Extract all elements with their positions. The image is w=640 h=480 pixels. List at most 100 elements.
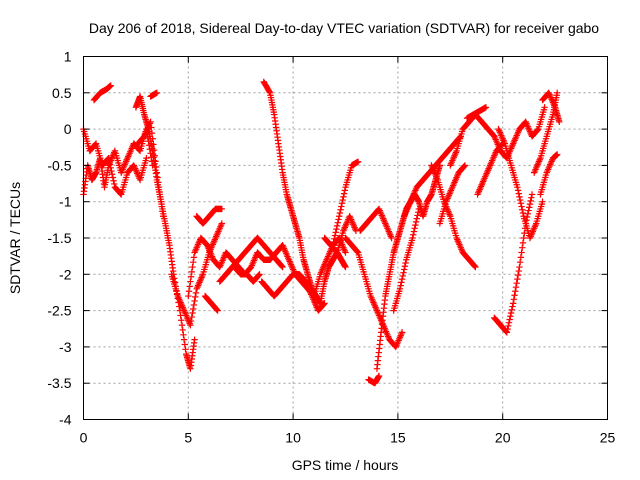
data-point: [507, 313, 514, 320]
data-point: [255, 271, 263, 279]
y-tick-label: -2: [59, 266, 72, 282]
data-point: [340, 193, 347, 201]
data-point: [339, 196, 346, 204]
data-point: [331, 232, 339, 239]
series-arc-24: [436, 162, 469, 227]
data-point: [333, 222, 341, 230]
data-point: [337, 206, 344, 213]
series-arc-16: [329, 158, 362, 249]
data-point: [526, 200, 534, 208]
data-point: [517, 254, 525, 261]
data-point: [187, 317, 195, 325]
data-point: [510, 296, 518, 303]
data-point: [338, 203, 345, 210]
data-point: [516, 259, 524, 266]
data-point: [414, 208, 422, 216]
data-point: [256, 271, 263, 278]
data-point: [402, 259, 409, 267]
data-point: [157, 193, 164, 201]
series-arc-31: [539, 89, 563, 126]
data-point: [553, 151, 561, 158]
data-point: [415, 205, 423, 213]
data-point: [107, 82, 114, 89]
data-point: [528, 194, 535, 201]
series-arc-13: [260, 78, 349, 307]
data-point: [354, 248, 361, 255]
data-point: [109, 174, 117, 181]
data-point: [397, 282, 404, 289]
y-tick-label: 0: [64, 121, 72, 137]
series-arc-9: [193, 205, 226, 227]
data-point: [150, 146, 158, 154]
data-point: [519, 239, 527, 247]
series-arc-19: [365, 372, 383, 387]
data-point: [192, 293, 199, 301]
series-arc-18: [356, 205, 395, 242]
data-point: [153, 89, 161, 96]
data-point: [187, 273, 195, 280]
series-arc-10: [201, 292, 221, 314]
data-point: [178, 321, 186, 329]
data-point: [278, 263, 286, 270]
data-point: [185, 288, 193, 295]
data-point: [152, 158, 159, 165]
data-point: [157, 198, 165, 205]
data-point: [506, 316, 513, 323]
data-point: [148, 129, 156, 137]
series-arc-32: [537, 151, 561, 198]
y-tick-label: -1: [59, 194, 72, 210]
data-point: [108, 167, 115, 175]
data-point: [189, 259, 197, 266]
series-arc-30: [530, 89, 561, 176]
x-tick-label: 20: [495, 430, 511, 446]
data-point: [513, 279, 520, 287]
data-point: [508, 306, 515, 313]
data-point: [335, 216, 342, 223]
data-point: [515, 190, 522, 197]
data-point: [336, 209, 344, 217]
data-point: [472, 263, 479, 271]
data-point: [180, 336, 188, 343]
data-point: [400, 269, 407, 276]
data-point: [155, 183, 163, 191]
y-axis: 1 0.5 0 -0.5 -1 -1.5 -2 -2.5 -3 -3.5 -4: [47, 49, 608, 428]
data-point: [341, 187, 349, 194]
series-arc-26: [463, 104, 490, 122]
data-point: [342, 263, 349, 271]
data-point: [191, 336, 198, 343]
data-point: [190, 301, 198, 309]
data-point: [218, 220, 226, 227]
data-point: [398, 275, 406, 283]
series-arc-8: [185, 234, 349, 300]
data-point: [411, 225, 418, 232]
data-point: [336, 213, 343, 220]
x-tick-label: 10: [285, 430, 301, 446]
data-point: [461, 162, 469, 169]
data-point: [396, 285, 404, 293]
data-point: [526, 204, 533, 211]
data-point: [528, 191, 536, 198]
data-point: [354, 158, 362, 165]
data-point: [153, 169, 161, 176]
data-point: [516, 263, 523, 271]
data-point: [414, 212, 421, 219]
series-arc-28: [491, 191, 536, 336]
data-point: [159, 208, 166, 215]
data-point: [409, 234, 416, 242]
data-point: [503, 329, 511, 336]
chart-title: Day 206 of 2018, Sidereal Day-to-day VTE…: [89, 20, 599, 36]
series-arc-29: [495, 125, 546, 242]
y-tick-label: 1: [64, 49, 72, 65]
data-point: [149, 135, 156, 142]
data-point: [143, 154, 150, 162]
y-tick-label: -4: [59, 412, 72, 428]
data-point: [514, 271, 522, 279]
y-tick-label: 0.5: [52, 85, 72, 101]
series-arc-27: [474, 140, 506, 198]
data-point: [400, 266, 408, 273]
data-point: [340, 190, 348, 197]
data-point: [512, 288, 519, 295]
data-point: [412, 218, 420, 226]
series-arc-12: [231, 263, 263, 285]
series-arc-15: [321, 213, 360, 256]
